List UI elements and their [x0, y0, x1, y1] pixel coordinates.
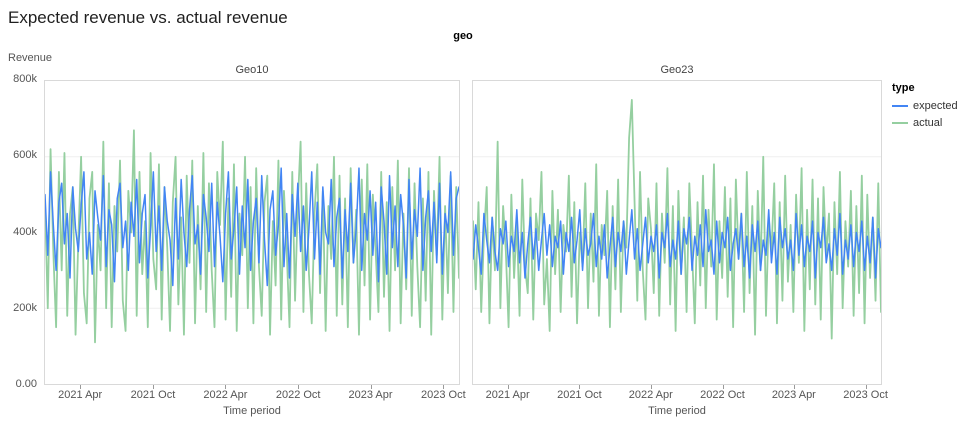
- plot-svg-geo23: [473, 81, 881, 384]
- x-tick-mark: [443, 385, 445, 389]
- x-tick-mark: [865, 385, 867, 389]
- facet-field-label: geo: [453, 30, 473, 42]
- x-tick-label: 2022 Oct: [275, 389, 321, 401]
- x-tick-mark: [370, 385, 372, 389]
- y-tick-label: 600k: [13, 149, 37, 162]
- x-tick-mark: [298, 385, 300, 389]
- x-tick-mark: [80, 385, 82, 389]
- legend-entry-expected[interactable]: expected: [892, 100, 958, 112]
- x-tick-mark: [507, 385, 509, 389]
- facet-title-geo10: Geo10: [235, 64, 269, 76]
- x-tick-label: 2021 Oct: [130, 389, 176, 401]
- x-tick-label: 2023 Oct: [421, 389, 466, 401]
- y-axis: 800k 600k 400k 200k 0.00: [0, 73, 40, 390]
- x-tick-mark: [650, 385, 652, 389]
- x-tick-mark: [225, 385, 227, 389]
- legend: type expected actual: [892, 82, 958, 134]
- plot-svg-geo10: [45, 81, 459, 384]
- y-axis-title: Revenue: [8, 52, 53, 64]
- x-tick-label: 2022 Apr: [203, 389, 248, 401]
- x-tick-label: 2021 Apr: [58, 389, 103, 401]
- legend-swatch-actual-icon: [892, 122, 908, 124]
- plot-panel-geo23: [472, 80, 882, 385]
- x-tick-mark: [152, 385, 154, 389]
- legend-entry-actual[interactable]: actual: [892, 117, 956, 129]
- legend-swatch-expected-icon: [892, 105, 908, 107]
- x-tick-mark: [722, 385, 724, 389]
- x-axis-title-geo23: Time period: [648, 405, 706, 417]
- x-tick-mark: [579, 385, 581, 389]
- legend-title: type: [892, 82, 915, 94]
- x-tick-label: 2023 Oct: [843, 389, 888, 401]
- y-tick-label: 400k: [13, 225, 37, 238]
- series-line-expected: [45, 168, 459, 285]
- legend-label-actual: actual: [913, 117, 943, 129]
- x-tick-label: 2022 Apr: [628, 389, 673, 401]
- x-tick-label: 2021 Apr: [485, 389, 530, 401]
- y-tick-label: 0.00: [15, 378, 37, 390]
- x-tick-label: 2023 Apr: [771, 389, 816, 401]
- x-tick-label: 2022 Oct: [700, 389, 745, 401]
- plot-panel-geo10: [44, 80, 460, 385]
- series-line-expected: [473, 210, 881, 278]
- chart-title: Expected revenue vs. actual revenue: [8, 8, 288, 27]
- facet-title-geo23: Geo23: [660, 64, 694, 76]
- y-tick-label: 200k: [13, 301, 37, 314]
- y-tick-label: 800k: [13, 73, 37, 85]
- x-tick-label: 2021 Oct: [557, 389, 602, 401]
- x-tick-mark: [793, 385, 795, 389]
- legend-label-expected: expected: [913, 100, 958, 112]
- x-tick-label: 2023 Apr: [348, 389, 393, 401]
- x-axis-title-geo10: Time period: [223, 405, 281, 417]
- series-line-actual: [473, 100, 881, 339]
